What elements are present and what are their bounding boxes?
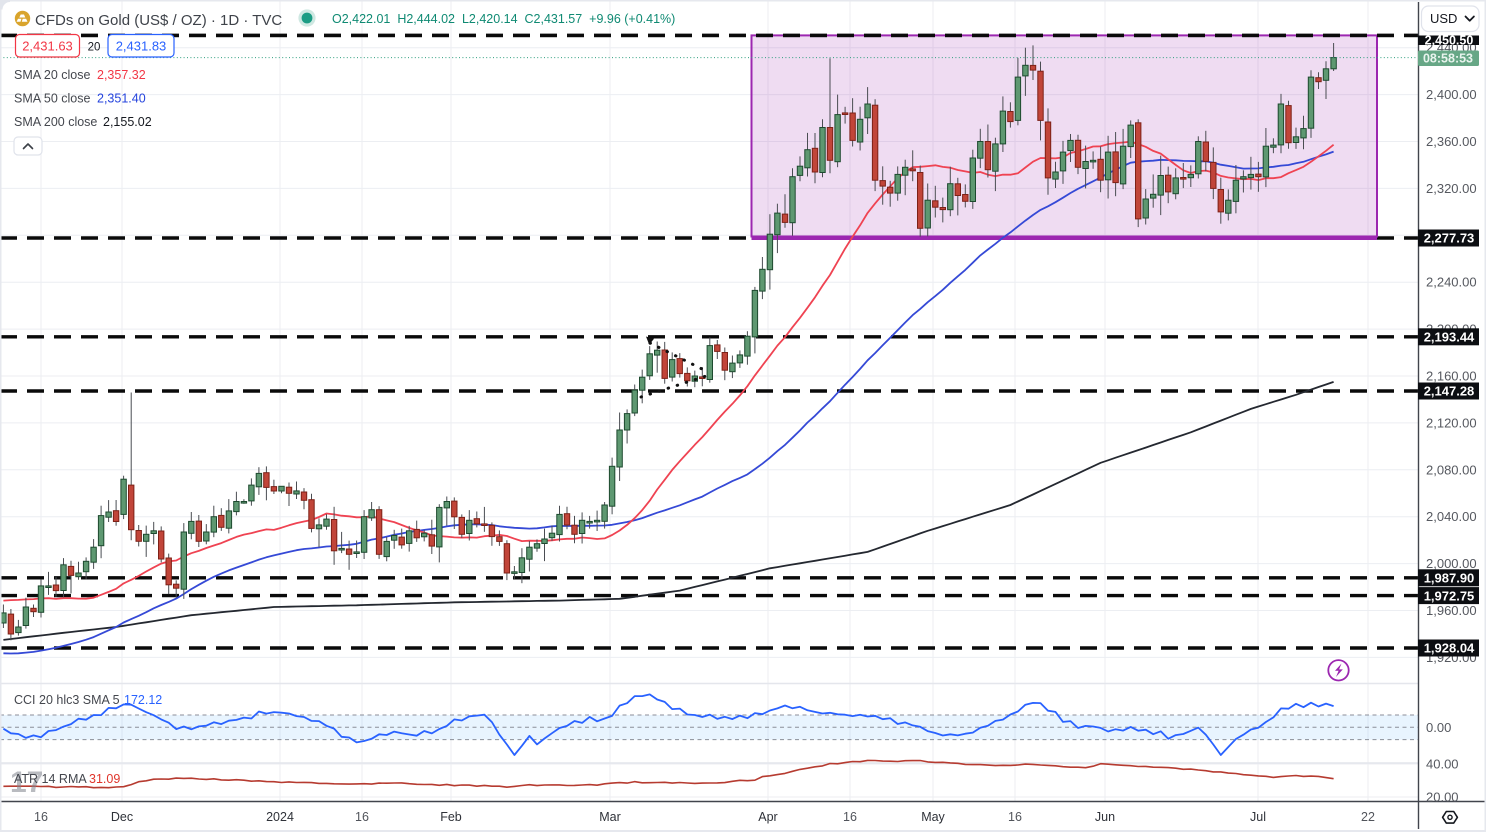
svg-text:2,160.00: 2,160.00 — [1426, 369, 1477, 384]
svg-text:USD: USD — [1430, 11, 1457, 26]
svg-text:08:58:53: 08:58:53 — [1423, 52, 1473, 66]
svg-text:2,040.00: 2,040.00 — [1426, 509, 1477, 524]
svg-text:CFDs on Gold (US$ / OZ) · 1D ·: CFDs on Gold (US$ / OZ) · 1D · TVC — [35, 12, 282, 29]
svg-text:2,277.73: 2,277.73 — [1424, 231, 1475, 246]
svg-text:Apr: Apr — [758, 810, 777, 824]
svg-text:2,360.00: 2,360.00 — [1426, 134, 1477, 149]
svg-text:20: 20 — [88, 42, 101, 54]
svg-text:1,972.75: 1,972.75 — [1424, 588, 1475, 603]
svg-text:2,193.44: 2,193.44 — [1424, 330, 1475, 345]
svg-text:Jul: Jul — [1250, 810, 1266, 824]
svg-text:2,240.00: 2,240.00 — [1426, 275, 1477, 290]
svg-text:16: 16 — [34, 810, 48, 824]
svg-text:2,147.28: 2,147.28 — [1424, 384, 1475, 399]
svg-text:2,351.40: 2,351.40 — [97, 92, 146, 106]
svg-text:Feb: Feb — [440, 810, 462, 824]
svg-text:Jun: Jun — [1095, 810, 1115, 824]
svg-text:2,000.00: 2,000.00 — [1426, 556, 1477, 571]
svg-text:ATR 14 RMA: ATR 14 RMA — [14, 772, 87, 786]
svg-text:1,928.04: 1,928.04 — [1424, 641, 1475, 656]
svg-text:CCI 20 hlc3 SMA 5: CCI 20 hlc3 SMA 5 — [14, 693, 120, 707]
svg-text:2,155.02: 2,155.02 — [103, 115, 152, 129]
svg-text:2024: 2024 — [266, 810, 294, 824]
svg-text:16: 16 — [1008, 810, 1022, 824]
svg-text:2,357.32: 2,357.32 — [97, 68, 146, 82]
svg-text:172.12: 172.12 — [124, 693, 162, 707]
svg-text:20.00: 20.00 — [1426, 790, 1459, 805]
svg-text:0.00: 0.00 — [1426, 720, 1451, 735]
svg-text:2,400.00: 2,400.00 — [1426, 87, 1477, 102]
svg-text:2,320.00: 2,320.00 — [1426, 181, 1477, 196]
svg-text:SMA 50 close: SMA 50 close — [14, 92, 90, 106]
svg-text:22: 22 — [1361, 810, 1375, 824]
svg-text:40.00: 40.00 — [1426, 757, 1459, 772]
svg-text:16: 16 — [355, 810, 369, 824]
svg-text:Dec: Dec — [111, 810, 133, 824]
svg-text:2,431.63: 2,431.63 — [22, 39, 73, 54]
svg-text:O2,422.01 H2,444.02 L2,420.1: O2,422.01 H2,444.02 L2,420.14 C2,431.57 … — [332, 12, 675, 26]
svg-text:SMA 200 close: SMA 200 close — [14, 115, 97, 129]
svg-text:2,120.00: 2,120.00 — [1426, 415, 1477, 430]
svg-text:16: 16 — [843, 810, 857, 824]
svg-text:1,987.90: 1,987.90 — [1424, 571, 1475, 586]
svg-text:Mar: Mar — [599, 810, 621, 824]
svg-text:1,960.00: 1,960.00 — [1426, 603, 1477, 618]
svg-text:SMA 20 close: SMA 20 close — [14, 68, 90, 82]
svg-text:2,431.83: 2,431.83 — [116, 39, 167, 54]
svg-text:2,080.00: 2,080.00 — [1426, 462, 1477, 477]
svg-text:May: May — [921, 810, 945, 824]
svg-text:31.09: 31.09 — [89, 772, 120, 786]
